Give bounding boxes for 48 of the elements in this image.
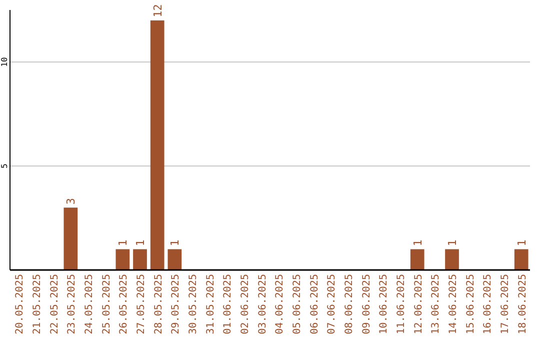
x-tick-label: 08.06.2025 <box>344 274 355 334</box>
x-tick-label: 29.05.2025 <box>170 274 182 334</box>
data-label: 3 <box>64 198 78 205</box>
x-tick-label: 09.06.2025 <box>361 274 372 334</box>
x-tick-label: 24.05.2025 <box>84 274 95 334</box>
x-tick-label: 04.06.2025 <box>274 274 286 334</box>
x-tick-label: 31.05.2025 <box>205 274 216 334</box>
bar <box>64 208 78 270</box>
x-tick-label: 23.05.2025 <box>66 274 78 334</box>
x-tick-label: 17.06.2025 <box>500 274 511 334</box>
x-tick-label: 05.06.2025 <box>292 274 303 334</box>
bar <box>116 249 130 270</box>
x-tick-label: 07.06.2025 <box>326 274 338 334</box>
data-label: 1 <box>116 240 130 246</box>
bar <box>514 249 528 270</box>
x-tick-label: 26.05.2025 <box>118 274 130 334</box>
x-tick-label: 20.05.2025 <box>14 274 26 334</box>
x-tick-label: 02.06.2025 <box>240 274 251 334</box>
bar <box>150 20 164 270</box>
x-tick-label: 14.06.2025 <box>448 274 459 334</box>
bar <box>133 249 147 270</box>
x-tick-label: 12.06.2025 <box>413 274 424 334</box>
x-tick-label: 21.05.2025 <box>32 274 43 334</box>
data-label: 1 <box>446 240 459 246</box>
y-tick-label: 5 <box>0 163 9 168</box>
x-tick-label: 18.06.2025 <box>517 274 528 334</box>
data-label: 1 <box>515 240 528 246</box>
bar <box>445 249 459 270</box>
x-tick-label: 28.05.2025 <box>153 274 164 334</box>
x-tick-label: 06.06.2025 <box>309 274 320 334</box>
data-label: 1 <box>134 240 147 246</box>
x-tick-label: 16.06.2025 <box>482 274 494 334</box>
bar <box>168 249 182 270</box>
x-tick-label: 01.06.2025 <box>222 274 234 334</box>
y-tick-label: 10 <box>0 57 9 67</box>
x-tick-label: 15.06.2025 <box>465 274 476 334</box>
data-label: 1 <box>411 240 424 246</box>
data-label: 1 <box>168 240 182 246</box>
x-tick-label: 11.06.2025 <box>396 274 407 334</box>
x-tick-label: 30.05.2025 <box>188 274 199 334</box>
x-tick-label: 27.05.2025 <box>136 274 147 334</box>
bar <box>410 249 424 270</box>
x-tick-label: 10.06.2025 <box>378 274 390 334</box>
x-tick-label: 03.06.2025 <box>257 274 268 334</box>
x-tick-label: 25.05.2025 <box>101 274 112 334</box>
x-tick-label: 22.05.2025 <box>49 274 60 334</box>
x-tick-label: 13.06.2025 <box>430 274 442 334</box>
data-label: 12 <box>151 4 164 18</box>
